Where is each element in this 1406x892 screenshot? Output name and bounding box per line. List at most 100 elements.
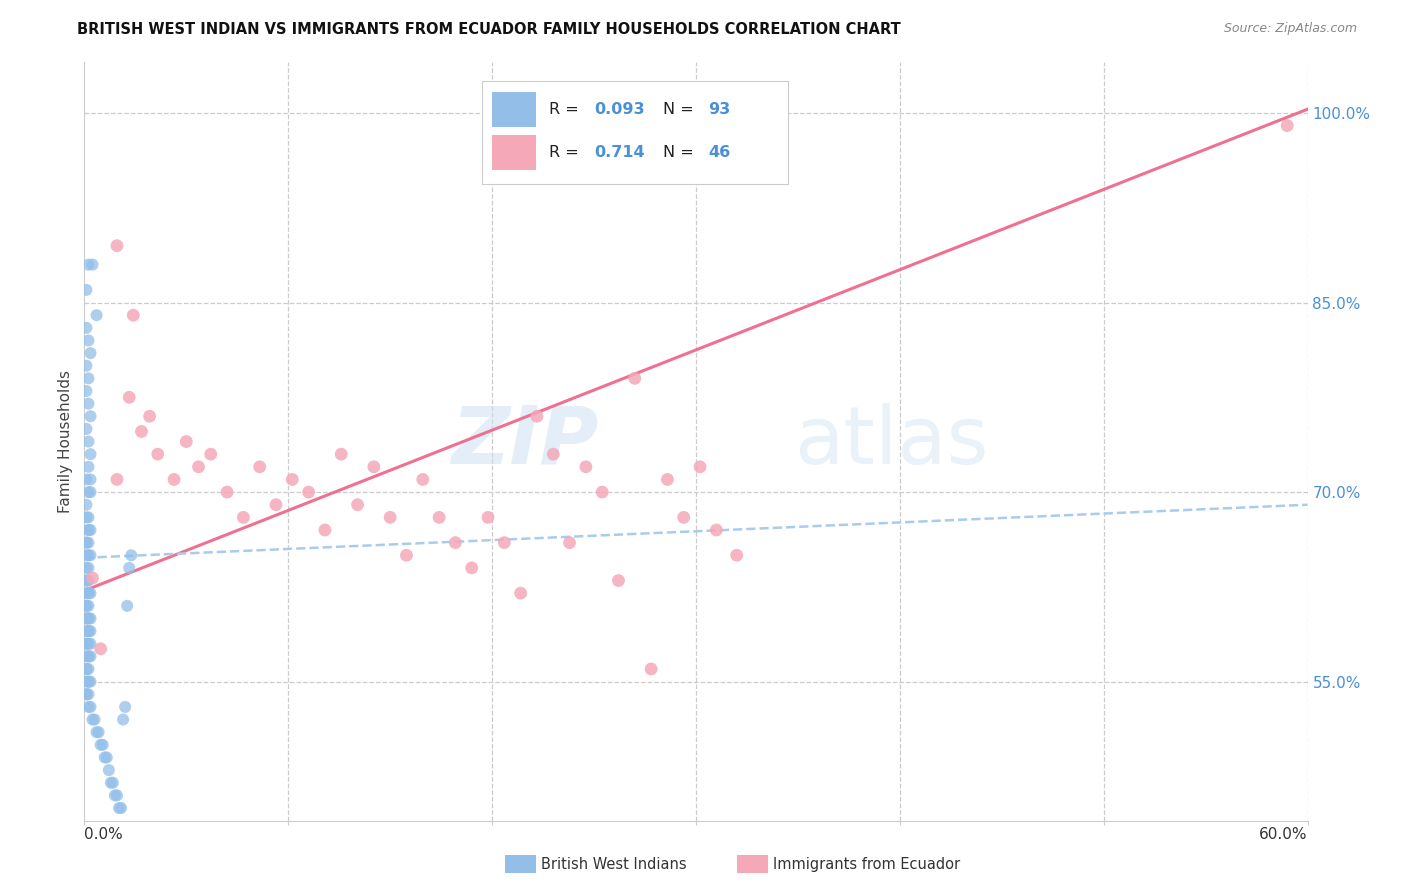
- Point: [77, 687, 100, 701]
- Point: [509, 586, 531, 600]
- Point: [75, 321, 97, 335]
- Point: [79, 523, 101, 537]
- Point: [90, 738, 112, 752]
- Point: [77, 258, 100, 272]
- Text: atlas: atlas: [794, 402, 988, 481]
- Point: [75, 498, 97, 512]
- Point: [575, 459, 598, 474]
- Point: [591, 485, 613, 500]
- Point: [79, 611, 101, 625]
- Point: [104, 789, 127, 803]
- Point: [657, 473, 679, 487]
- Point: [174, 434, 197, 449]
- Point: [131, 425, 153, 439]
- Point: [75, 473, 97, 487]
- Point: [77, 624, 100, 639]
- Point: [79, 637, 101, 651]
- Point: [77, 637, 100, 651]
- Point: [75, 637, 97, 651]
- Point: [75, 283, 97, 297]
- Point: [115, 599, 138, 613]
- Point: [108, 801, 131, 815]
- Point: [79, 674, 101, 689]
- Text: 0.093: 0.093: [595, 102, 645, 117]
- Point: [75, 687, 97, 701]
- Text: R =: R =: [550, 102, 583, 117]
- Point: [77, 459, 100, 474]
- Point: [77, 334, 100, 348]
- Point: [77, 662, 100, 676]
- Point: [75, 535, 97, 549]
- Point: [86, 725, 108, 739]
- Point: [118, 561, 141, 575]
- Point: [82, 258, 104, 272]
- Point: [380, 510, 402, 524]
- FancyBboxPatch shape: [492, 92, 536, 127]
- Point: [77, 561, 100, 575]
- Point: [77, 434, 100, 449]
- Point: [86, 308, 108, 322]
- Point: [75, 674, 97, 689]
- Point: [77, 371, 100, 385]
- Point: [412, 473, 434, 487]
- Point: [461, 561, 484, 575]
- Point: [77, 535, 100, 549]
- Point: [91, 738, 114, 752]
- Point: [75, 624, 97, 639]
- Point: [75, 586, 97, 600]
- Point: [75, 599, 97, 613]
- Point: [79, 485, 101, 500]
- Point: [298, 485, 321, 500]
- Point: [75, 649, 97, 664]
- Point: [79, 473, 101, 487]
- Point: [249, 459, 271, 474]
- Point: [75, 561, 97, 575]
- Point: [79, 548, 101, 562]
- Text: 93: 93: [709, 102, 731, 117]
- Point: [96, 750, 118, 764]
- Point: [77, 649, 100, 664]
- Point: [477, 510, 499, 524]
- Point: [79, 346, 101, 360]
- Point: [82, 571, 104, 585]
- Point: [314, 523, 336, 537]
- Point: [346, 498, 368, 512]
- Point: [77, 548, 100, 562]
- Y-axis label: Family Households: Family Households: [58, 370, 73, 513]
- Point: [163, 473, 186, 487]
- Text: 60.0%: 60.0%: [1260, 827, 1308, 842]
- Point: [122, 308, 145, 322]
- Point: [624, 371, 647, 385]
- Point: [75, 359, 97, 373]
- Point: [77, 523, 100, 537]
- Point: [77, 510, 100, 524]
- Point: [79, 649, 101, 664]
- Point: [77, 624, 100, 639]
- Point: [77, 485, 100, 500]
- Point: [77, 674, 100, 689]
- Point: [75, 662, 97, 676]
- Point: [77, 649, 100, 664]
- Text: Source: ZipAtlas.com: Source: ZipAtlas.com: [1223, 22, 1357, 36]
- Point: [105, 238, 128, 252]
- Point: [1277, 119, 1299, 133]
- Point: [83, 713, 105, 727]
- Point: [77, 599, 100, 613]
- Point: [118, 390, 141, 404]
- Point: [138, 409, 160, 424]
- Point: [75, 384, 97, 398]
- Point: [75, 687, 97, 701]
- Point: [100, 776, 122, 790]
- Point: [90, 641, 112, 656]
- Point: [79, 409, 101, 424]
- Point: [200, 447, 222, 461]
- Point: [75, 422, 97, 436]
- Point: [87, 725, 110, 739]
- Point: [330, 447, 353, 461]
- Point: [93, 750, 115, 764]
- Point: [77, 586, 100, 600]
- Point: [232, 510, 254, 524]
- Point: [77, 574, 100, 588]
- Point: [105, 473, 128, 487]
- Point: [75, 510, 97, 524]
